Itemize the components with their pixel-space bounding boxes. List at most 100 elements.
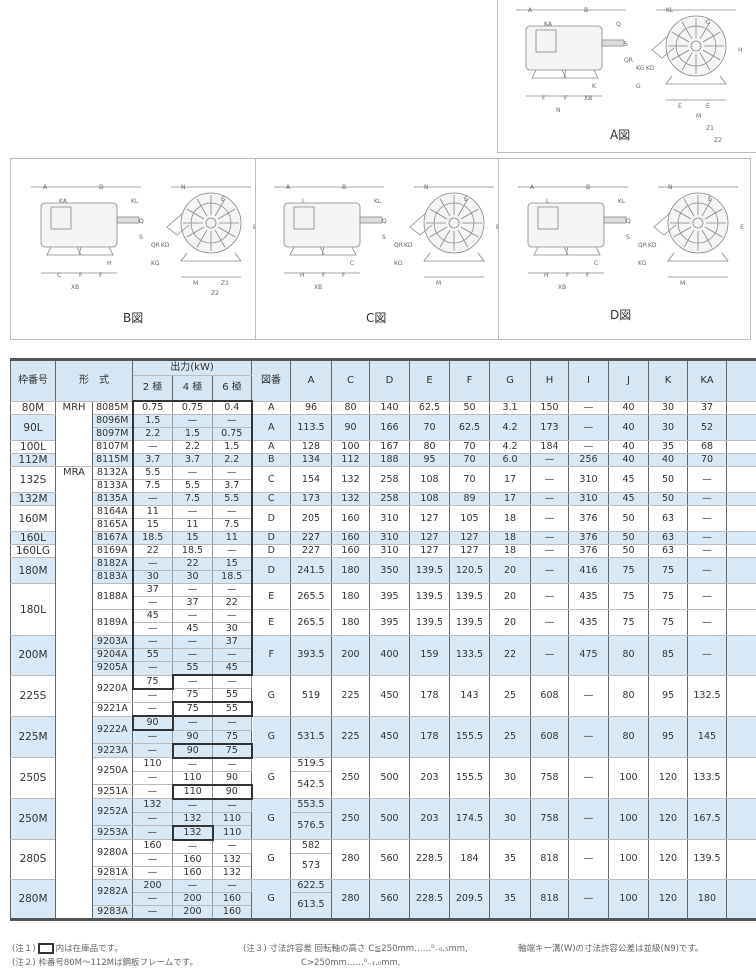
cooling-fin (704, 208, 723, 220)
note-3-line-2: C>250mm……⁰₋₁.₀mm, (301, 958, 401, 968)
figure-ref-cell: C (251, 492, 291, 506)
table-row: 280M 9282A 200— — G 622.5 280 560 228.5 209.5 35 81… (10, 878, 756, 920)
dim-h-cell: — (530, 466, 569, 493)
cooling-fin (460, 208, 479, 220)
dimension-label: QR (151, 242, 160, 249)
motor-body-side (283, 202, 361, 248)
table-row: 160L 8167A 18.5 15 11 D 227 160 310 127 127 18—376 5… (10, 531, 756, 545)
blank-cell (726, 466, 756, 493)
dim-e-cell: 228.5 (409, 839, 450, 880)
dimension-label: M (696, 113, 701, 120)
dimension-label: C (57, 272, 61, 279)
dim-c-cell: 180 (331, 609, 370, 636)
dim-ka-cell: — (687, 635, 727, 676)
kw-cell-4-pole: 3.7 (172, 453, 213, 467)
dim-e-cell: 228.5 (409, 878, 450, 920)
dim-g-cell: 18 (489, 505, 531, 532)
dimension-label: E (706, 103, 710, 110)
dimension-label: KG (636, 65, 645, 72)
dimension-label: A (286, 184, 291, 191)
figure-ref-cell: G (251, 715, 291, 758)
kw-cell-6-pole: — (212, 544, 253, 558)
kw-cell-6-pole: 7.5 (212, 518, 253, 532)
figure-ref-cell: G (251, 757, 291, 799)
dimension-label: Z1 (221, 280, 229, 287)
dim-f-cell: 127 (449, 544, 490, 558)
table-row: 280S 9280A 160— — G 582 280 560 228.5 184 35 818—10… (10, 839, 756, 880)
dim-k-cell: 30 (648, 400, 688, 415)
model-cell: 8132A (92, 466, 133, 480)
dim-d-cell: 350 (369, 557, 410, 584)
table-row: 225M 9222A 90— — G 531.5 225 450 178 155.5 25 608—8… (10, 715, 756, 758)
model-cell: 9203A (92, 635, 133, 649)
frame-cell: 90L (10, 414, 56, 441)
motor-feet (289, 246, 357, 256)
figure-ref-cell: D (251, 531, 291, 545)
dim-i-cell: — (568, 400, 609, 415)
dimension-label: C (350, 260, 354, 267)
kw-cell-6-pole: 132 (212, 852, 252, 867)
dim-e-cell: 178 (409, 674, 450, 717)
table-row: 9223A —90 75 (11, 742, 756, 759)
dim-g-cell: 22 (489, 635, 531, 676)
kw-cell-6-pole: — (212, 674, 252, 689)
dim-f-cell: 50 (449, 400, 490, 415)
model-cell: 8188A (92, 583, 133, 610)
dim-k-cell: 63 (648, 531, 688, 545)
dim-d-cell: 500 (369, 798, 410, 840)
dim-f-cell: 139.5 (449, 609, 490, 636)
model-cell: 8097M (92, 427, 133, 441)
dim-ka-cell: — (687, 466, 727, 493)
kw-cell-6-pole: 30 (212, 622, 253, 636)
dim-a-cell: 96 (290, 400, 332, 415)
dim-f-cell: 139.5 (449, 583, 490, 610)
header-4-pole: 4 極 (172, 375, 213, 402)
kw-cell-2-pole: — (132, 811, 173, 826)
table-row: 9283A —200 160 (11, 904, 756, 920)
dim-i-cell: 310 (568, 466, 609, 493)
kw-cell-4-pole: 1.5 (172, 427, 213, 441)
dimension-label: XB (558, 284, 566, 291)
kw-cell-4-pole: 90 (172, 729, 213, 744)
terminal-box-end (409, 212, 433, 236)
kw-cell-2-pole: — (132, 729, 173, 744)
header-blank (726, 359, 756, 402)
dimension-label: Z2 (714, 137, 722, 144)
kw-cell-4-pole: — (172, 635, 213, 649)
dim-e-cell: 95 (409, 453, 450, 467)
kw-cell-6-pole: 0.4 (212, 400, 253, 415)
cooling-fin (704, 226, 723, 238)
cooling-fin (214, 229, 226, 248)
kw-cell-6-pole: — (212, 757, 252, 772)
dim-f-cell: 127 (449, 531, 490, 545)
dim-e-cell: 62.5 (409, 400, 450, 415)
kw-cell-4-pole: — (172, 715, 213, 731)
kw-cell-4-pole: — (172, 414, 213, 428)
frame-cell: 250M (10, 798, 56, 840)
terminal-box-end (651, 35, 675, 59)
dim-a-cell: 134 (290, 453, 332, 467)
kw-cell-6-pole: — (212, 715, 252, 731)
dim-j-cell: 80 (608, 635, 649, 676)
blank-cell (726, 674, 756, 717)
dimension-label: H (738, 47, 743, 54)
dim-h-cell: 818 (530, 839, 569, 880)
kw-cell-4-pole: 5.5 (172, 479, 213, 493)
model-cell: 9251A (92, 784, 133, 799)
dim-i-cell: 310 (568, 492, 609, 506)
frame-cell: 200M (10, 635, 56, 676)
note-1-text: 内は在庫品です。 (55, 944, 123, 954)
table-row: 160LG 8169A 22 18.5— D 227 160 310 127 127 18—376 5… (10, 544, 756, 558)
kw-cell-4-pole: 37 (172, 596, 213, 610)
figure-b-caption: B図 (123, 311, 144, 325)
dim-f-cell: 155.5 (449, 757, 490, 799)
dim-i-cell: — (568, 757, 609, 799)
dimension-label: KD (404, 242, 413, 249)
table-row: 9251A —110 90 (11, 783, 756, 800)
dim-k-cell: 120 (648, 757, 688, 799)
dimension-label: QR (394, 242, 403, 249)
kw-cell-2-pole: 90 (131, 715, 174, 731)
dim-j-cell: 80 (608, 674, 649, 717)
dimension-label: KG (394, 260, 403, 267)
